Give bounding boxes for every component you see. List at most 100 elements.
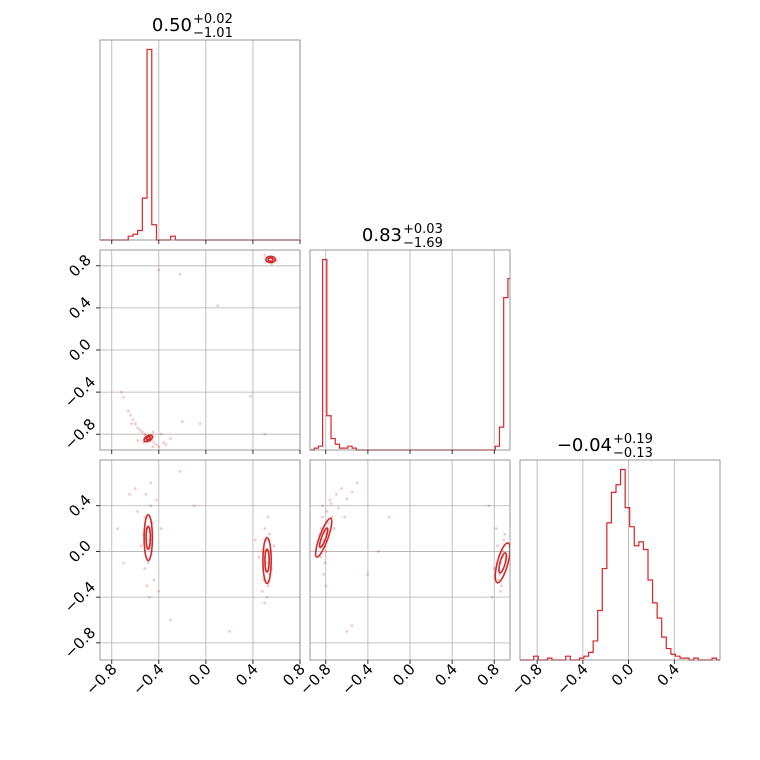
y-tick-label: 0.4 xyxy=(65,491,95,521)
density-contour xyxy=(267,257,274,262)
x-tick-label: −0.4 xyxy=(338,660,376,698)
sample-point xyxy=(266,584,270,588)
sample-point xyxy=(377,550,380,553)
sample-point xyxy=(355,481,359,485)
sample-point xyxy=(502,538,506,542)
sample-point xyxy=(149,481,152,485)
panel-content xyxy=(116,470,276,633)
param-title-value: −0.04 xyxy=(557,435,612,456)
sample-point xyxy=(350,490,354,494)
histogram-panel-3: −0.8 −0.4 0.0 0.4 −0.04 +0.19−0.13 xyxy=(507,432,721,699)
sample-point xyxy=(499,590,502,593)
sample-point xyxy=(128,492,131,496)
sample-point xyxy=(334,492,338,496)
sample-point xyxy=(253,538,257,542)
axes-frame xyxy=(99,39,301,241)
param-title-minus: −1.69 xyxy=(403,236,443,251)
sample-point xyxy=(159,527,163,530)
sample-point xyxy=(144,492,148,496)
x-tick-label: 0.8 xyxy=(473,660,503,690)
density-contour xyxy=(145,436,152,441)
sample-point xyxy=(116,527,120,530)
x-tick-label: 0.0 xyxy=(608,660,638,690)
x-tick-label: −0.8 xyxy=(296,660,334,698)
sample-point xyxy=(159,432,163,436)
sample-point xyxy=(138,428,142,432)
sample-point xyxy=(337,506,340,510)
sample-point xyxy=(136,439,140,442)
sample-point xyxy=(263,601,267,605)
sample-point xyxy=(323,561,327,565)
sample-point xyxy=(340,487,343,490)
sample-point xyxy=(345,497,349,501)
density-contour xyxy=(143,514,154,562)
sample-point xyxy=(143,432,147,436)
sample-point xyxy=(151,430,155,434)
y-tick-label: −0.4 xyxy=(61,373,99,411)
x-tick-label: −0.4 xyxy=(129,660,167,698)
sample-point xyxy=(497,578,500,582)
sample-point xyxy=(157,268,161,272)
sample-point xyxy=(319,555,322,559)
sample-point xyxy=(148,595,151,599)
sample-point xyxy=(152,578,156,582)
panel-content xyxy=(119,253,278,449)
sample-point xyxy=(155,443,158,447)
sample-point xyxy=(268,532,271,536)
density-contour xyxy=(498,552,508,574)
sample-point xyxy=(494,527,498,530)
sample-point xyxy=(321,504,325,508)
sample-point xyxy=(178,470,182,473)
histogram-panel-2: 0.83 +0.03−1.69 xyxy=(309,222,511,454)
y-tick-label: 0.0 xyxy=(65,335,95,365)
x-tick-label: 0.0 xyxy=(389,660,419,690)
scatter-panel-3-1: −0.8 −0.4 0.0 0.4 0.8−0.8−0.40.00.4 xyxy=(61,459,309,699)
sample-point xyxy=(146,561,150,565)
sample-point xyxy=(145,584,149,588)
sample-point xyxy=(366,572,370,576)
x-tick-label: −0.4 xyxy=(553,660,591,698)
param-title-plus: +0.03 xyxy=(403,222,443,237)
sample-point xyxy=(500,584,503,588)
axes-frame xyxy=(519,459,721,661)
sample-point xyxy=(249,394,252,398)
param-title-value: 0.83 xyxy=(362,225,402,246)
sample-point xyxy=(136,426,140,430)
sample-point xyxy=(487,504,491,508)
sample-point xyxy=(155,498,158,502)
x-tick-label: 0.4 xyxy=(431,660,461,690)
scatter-panel-3-2: −0.8 −0.4 0.0 0.4 0.8 xyxy=(296,459,511,699)
density-contour xyxy=(265,255,277,264)
sample-point xyxy=(169,618,172,622)
sample-point xyxy=(119,390,123,394)
sample-point xyxy=(140,430,144,434)
y-tick-label: 0.0 xyxy=(65,537,95,567)
sample-point xyxy=(192,504,196,508)
sample-point xyxy=(122,395,125,399)
sample-point xyxy=(332,527,336,530)
y-tick-label: 0.8 xyxy=(65,251,95,281)
sample-point xyxy=(492,567,496,570)
axes-frame xyxy=(99,459,301,661)
sample-point xyxy=(387,515,391,519)
sample-point xyxy=(272,544,276,548)
sample-point xyxy=(343,515,347,519)
sample-point xyxy=(266,515,270,519)
sample-point xyxy=(216,304,220,308)
sample-point xyxy=(157,590,161,593)
y-tick-label: −0.8 xyxy=(61,415,99,453)
sample-point xyxy=(328,498,332,502)
y-tick-label: −0.8 xyxy=(61,624,99,662)
sample-point xyxy=(265,595,269,599)
density-contour xyxy=(262,536,272,585)
density-contour xyxy=(318,527,329,549)
param-title-minus: −1.01 xyxy=(193,26,233,41)
density-contour xyxy=(264,548,270,573)
param-title-minus: −0.13 xyxy=(613,446,653,461)
sample-point xyxy=(139,544,143,548)
param-title-value: 0.50 xyxy=(152,15,192,36)
sample-point xyxy=(169,437,172,440)
sample-point xyxy=(263,253,267,257)
histogram-panel-1: 0.50 +0.02−1.01 xyxy=(99,12,301,244)
